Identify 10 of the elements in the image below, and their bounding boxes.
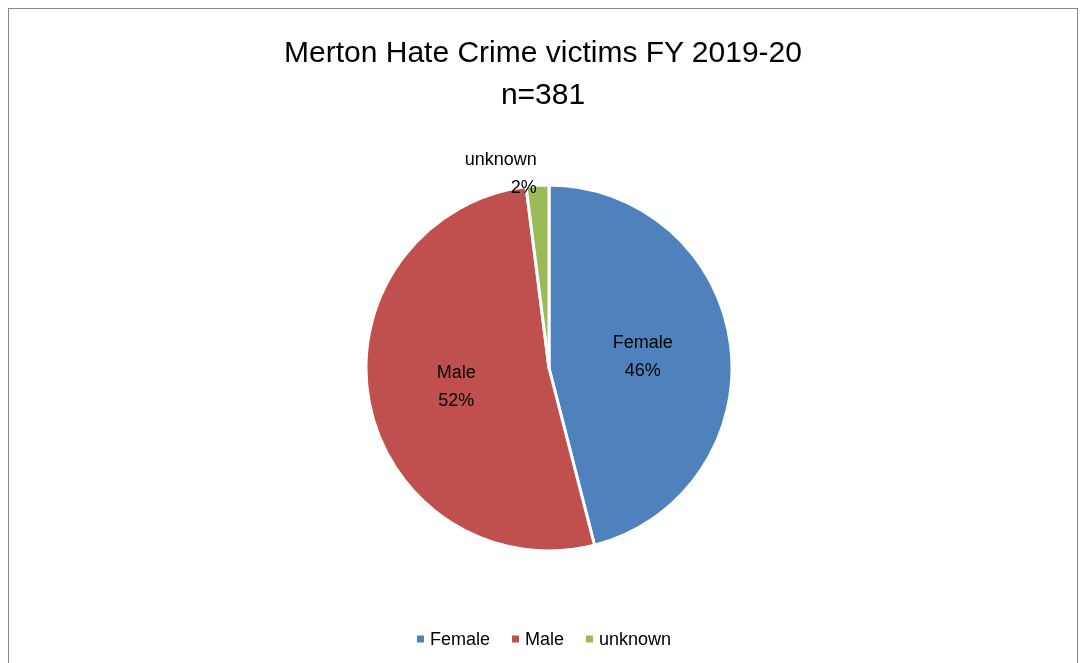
chart-subtitle: n=381 xyxy=(500,76,586,110)
slice-label: Female xyxy=(612,332,673,353)
slice-label: unknown xyxy=(464,149,537,170)
legend-label: Female xyxy=(429,629,490,649)
data-label: 46% xyxy=(624,360,661,381)
data-label: 52% xyxy=(438,389,475,410)
legend-label: unknown xyxy=(598,629,672,649)
chart-title: Merton Hate Crime victims FY 2019-20 xyxy=(284,34,802,68)
slice-label: Male xyxy=(436,361,476,382)
legend-label: Male xyxy=(524,629,564,649)
